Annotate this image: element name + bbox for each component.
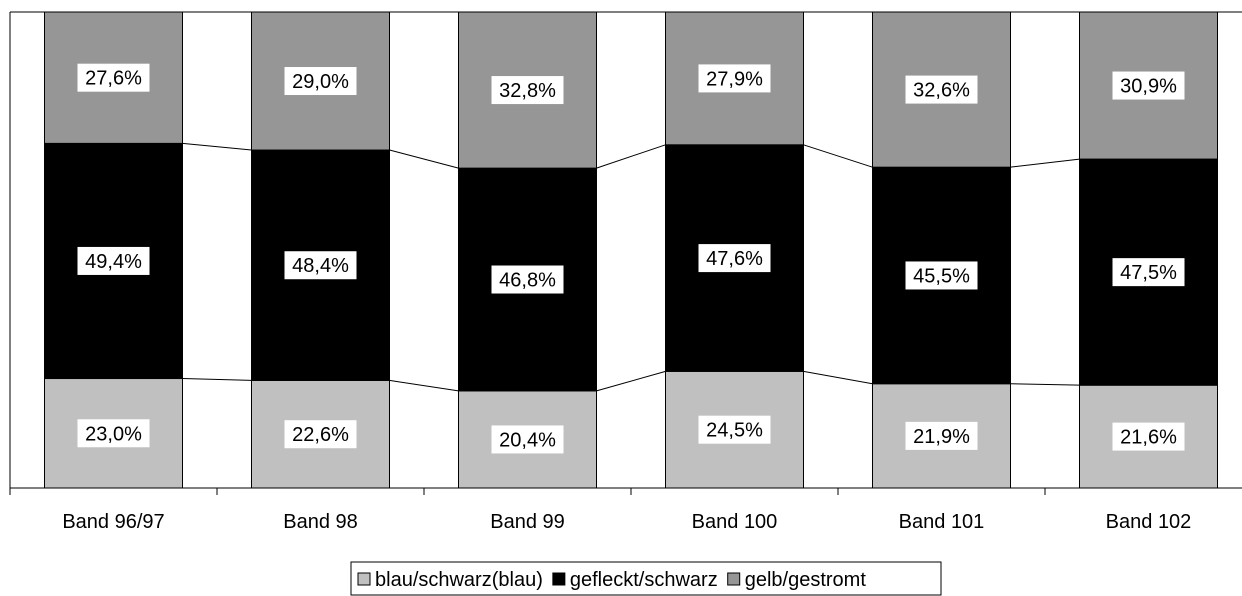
series-line xyxy=(803,370,873,385)
data-label-box xyxy=(1112,422,1185,451)
series-line xyxy=(1010,383,1080,386)
data-label-box xyxy=(905,261,978,290)
data-label-box xyxy=(905,75,978,104)
data-label-box xyxy=(77,419,150,448)
data-label-box xyxy=(284,251,357,280)
data-label: 20,4% xyxy=(499,429,556,451)
data-label: 48,4% xyxy=(292,255,349,277)
legend-box xyxy=(350,561,942,596)
legend-label-3: gelb/gestromt xyxy=(745,569,867,591)
data-label: 30,9% xyxy=(1120,76,1177,98)
x-tick-label: Band 102 xyxy=(1106,511,1192,533)
data-label: 45,5% xyxy=(913,265,970,287)
data-label: 27,6% xyxy=(85,68,142,90)
data-label-box xyxy=(77,63,150,92)
legend-label-1: blau/schwarz(blau) xyxy=(375,569,543,591)
data-label: 32,8% xyxy=(499,80,556,102)
data-label-box xyxy=(698,415,771,444)
data-label: 27,9% xyxy=(706,68,763,90)
legend: blau/schwarz(blau) gefleckt/schwarz gelb/g… xyxy=(350,561,942,596)
legend-label-2: gefleckt/schwarz xyxy=(570,569,718,591)
bars: 23,0% 49,4% 27,6% 22,6% 48,4% 29,0% 20,4% 46,8%… xyxy=(44,11,1218,489)
data-label: 22,6% xyxy=(292,424,349,446)
data-label-box xyxy=(1112,71,1185,100)
data-label-box xyxy=(698,244,771,273)
data-label-box xyxy=(905,421,978,450)
series-line xyxy=(182,142,252,151)
data-label: 47,6% xyxy=(706,248,763,270)
data-label: 47,5% xyxy=(1120,262,1177,284)
data-label: 21,9% xyxy=(913,426,970,448)
data-label: 49,4% xyxy=(85,251,142,273)
data-label-box xyxy=(491,76,564,105)
data-label-box xyxy=(284,420,357,449)
data-label-box xyxy=(491,265,564,294)
x-tick-label: Band 100 xyxy=(692,511,778,533)
legend-swatch-1 xyxy=(357,572,371,586)
series-line xyxy=(389,379,459,392)
data-label-box xyxy=(77,246,150,275)
series-line xyxy=(389,149,459,169)
series-line xyxy=(596,144,666,169)
x-axis: Band 96/97 Band 98 Band 99 Band 100 Band 101… xyxy=(9,11,1242,533)
data-label: 24,5% xyxy=(706,420,763,442)
data-label: 46,8% xyxy=(499,270,556,292)
series-line xyxy=(596,370,666,392)
data-label-box xyxy=(1112,258,1185,287)
legend-swatch-3 xyxy=(727,572,741,586)
data-label: 32,6% xyxy=(913,80,970,102)
legend-swatch-2 xyxy=(552,572,566,586)
data-label-box xyxy=(284,67,357,96)
series-line xyxy=(803,144,873,168)
series-line xyxy=(182,378,252,381)
data-label-box xyxy=(491,425,564,454)
x-tick-label: Band 96/97 xyxy=(62,511,164,533)
data-label: 21,6% xyxy=(1120,427,1177,449)
data-label: 29,0% xyxy=(292,71,349,93)
data-label: 23,0% xyxy=(85,423,142,445)
x-tick-label: Band 99 xyxy=(490,511,565,533)
x-tick-label: Band 101 xyxy=(899,511,985,533)
x-tick-label: Band 98 xyxy=(283,511,358,533)
series-lines xyxy=(182,142,1080,392)
data-label-box xyxy=(698,64,771,93)
series-line xyxy=(1010,158,1080,168)
